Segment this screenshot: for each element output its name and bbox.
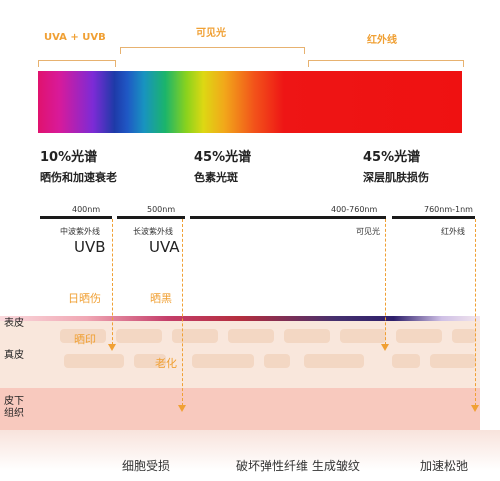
skin-cell (116, 329, 162, 343)
bottom-label-wrinkles: 破坏弹性纤维 生成皱纹 (236, 459, 360, 473)
skin-cell (430, 354, 476, 368)
stat-visible: 45%光谱 色素光斑 (194, 146, 251, 185)
band-uva-code: UVA (149, 238, 180, 256)
skin-cell (392, 354, 420, 368)
stat-infrared-desc: 深层肌肤损伤 (363, 171, 429, 184)
visible-arrowhead (381, 344, 389, 351)
band-infrared-nm: 760nm-1nm (424, 205, 473, 214)
skin-cell (134, 354, 166, 368)
effect-sunburn: 日晒伤 (68, 292, 101, 305)
stat-visible-percent: 45%光谱 (194, 150, 252, 165)
uva-arrow-line (182, 219, 183, 406)
stat-infrared: 45%光谱 深层肌肤损伤 (363, 146, 429, 185)
band-visible-name: 可见光 (356, 227, 380, 236)
layer-dermis-label: 真皮 (4, 350, 24, 361)
uv-label: UVA + UVB (44, 32, 106, 43)
uvb-arrowhead (108, 344, 116, 351)
infrared-bracket (308, 60, 464, 67)
band-uvb-nm: 400nm (72, 205, 101, 214)
effect-aging: 老化 (155, 357, 177, 370)
skin-cell (172, 329, 218, 343)
light-spectrum-bar (38, 71, 462, 133)
stat-uv-desc: 晒伤和加速衰老 (40, 171, 117, 184)
layer-subcutaneous-label: 皮下 组织 (4, 396, 24, 419)
band-uvb-line (40, 216, 112, 219)
dermis-layer (0, 316, 480, 388)
uv-bracket (38, 60, 116, 67)
band-uva-nm: 500nm (147, 205, 176, 214)
layer-epidermis-label: 表皮 (4, 318, 24, 329)
skin-cell (396, 329, 442, 343)
epidermis-band (0, 316, 480, 321)
effect-tanning: 晒黑 (150, 292, 172, 305)
skin-cell (304, 354, 364, 368)
skin-cell (64, 354, 124, 368)
band-uvb-name: 中波紫外线 (60, 227, 100, 236)
band-visible-nm: 400-760nm (331, 205, 378, 214)
visible-light-label: 可见光 (196, 28, 226, 39)
band-uva-name: 长波紫外线 (133, 227, 173, 236)
skin-cell (340, 329, 386, 343)
visible-bracket (120, 47, 305, 54)
bottom-fade (0, 430, 500, 481)
effect-sun-spot: 晒印 (74, 333, 96, 346)
infrared-label: 红外线 (367, 35, 397, 46)
band-infrared-line (392, 216, 475, 219)
band-uva-line (117, 216, 185, 219)
skin-cell (60, 329, 106, 343)
infrared-arrow-line (475, 219, 476, 406)
band-infrared-name: 红外线 (441, 227, 465, 236)
stat-uv-percent: 10%光谱 (40, 150, 98, 165)
band-uvb-code: UVB (74, 238, 106, 256)
bottom-label-sagging: 加速松弛 (420, 459, 469, 473)
skin-cell (452, 329, 476, 343)
skin-cell (228, 329, 274, 343)
skin-cell (264, 354, 290, 368)
uvb-arrow-line (112, 219, 113, 345)
uva-arrowhead (178, 405, 186, 412)
stat-uv: 10%光谱 晒伤和加速衰老 (40, 146, 117, 185)
stat-infrared-percent: 45%光谱 (363, 150, 421, 165)
visible-arrow-line (385, 219, 386, 345)
skin-cell (284, 329, 330, 343)
stat-visible-desc: 色素光斑 (194, 171, 238, 184)
skin-cell (192, 354, 254, 368)
band-visible-line (190, 216, 386, 219)
subcutaneous-layer (0, 388, 480, 430)
bottom-label-cell-damage: 细胞受损 (122, 459, 171, 473)
infrared-arrowhead (471, 405, 479, 412)
